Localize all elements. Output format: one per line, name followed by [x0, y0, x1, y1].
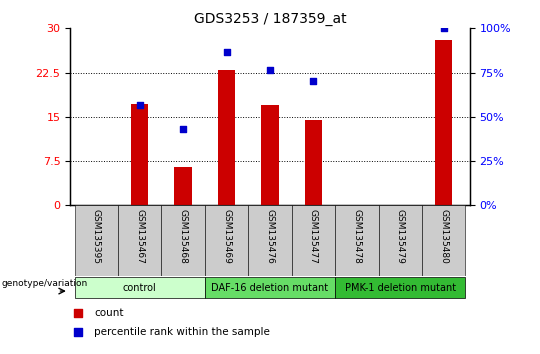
- Bar: [205, 277, 335, 298]
- Point: [339, 32, 347, 37]
- Text: count: count: [94, 308, 124, 318]
- Point: [266, 67, 274, 73]
- Bar: [131, 104, 148, 205]
- Bar: [261, 105, 279, 205]
- Title: GDS3253 / 187359_at: GDS3253 / 187359_at: [194, 12, 346, 26]
- Point: [179, 126, 187, 131]
- Text: PMK-1 deletion mutant: PMK-1 deletion mutant: [345, 282, 456, 293]
- Text: GSM135480: GSM135480: [439, 209, 448, 264]
- Point: [222, 49, 231, 55]
- Text: GSM135478: GSM135478: [353, 209, 361, 264]
- Point: [440, 25, 448, 31]
- Point: [136, 102, 144, 108]
- Bar: [205, 205, 248, 276]
- Text: genotype/variation: genotype/variation: [2, 279, 87, 287]
- Bar: [218, 70, 235, 205]
- Text: GSM135476: GSM135476: [266, 209, 274, 264]
- Bar: [435, 40, 453, 205]
- Point: [339, 205, 347, 211]
- Bar: [161, 205, 205, 276]
- Bar: [174, 167, 192, 205]
- Text: GSM135395: GSM135395: [92, 209, 101, 264]
- Text: GSM135477: GSM135477: [309, 209, 318, 264]
- Bar: [379, 205, 422, 276]
- Text: GSM135468: GSM135468: [179, 209, 187, 264]
- Text: GSM135469: GSM135469: [222, 209, 231, 264]
- Bar: [248, 205, 292, 276]
- Bar: [292, 205, 335, 276]
- Point: [309, 79, 318, 84]
- Text: control: control: [123, 282, 157, 293]
- Bar: [75, 277, 205, 298]
- Bar: [118, 205, 161, 276]
- Bar: [335, 277, 465, 298]
- Text: percentile rank within the sample: percentile rank within the sample: [94, 327, 270, 337]
- Bar: [335, 205, 379, 276]
- Text: DAF-16 deletion mutant: DAF-16 deletion mutant: [212, 282, 328, 293]
- Text: GSM135467: GSM135467: [135, 209, 144, 264]
- Text: GSM135479: GSM135479: [396, 209, 405, 264]
- Bar: [305, 120, 322, 205]
- Bar: [422, 205, 465, 276]
- Bar: [75, 205, 118, 276]
